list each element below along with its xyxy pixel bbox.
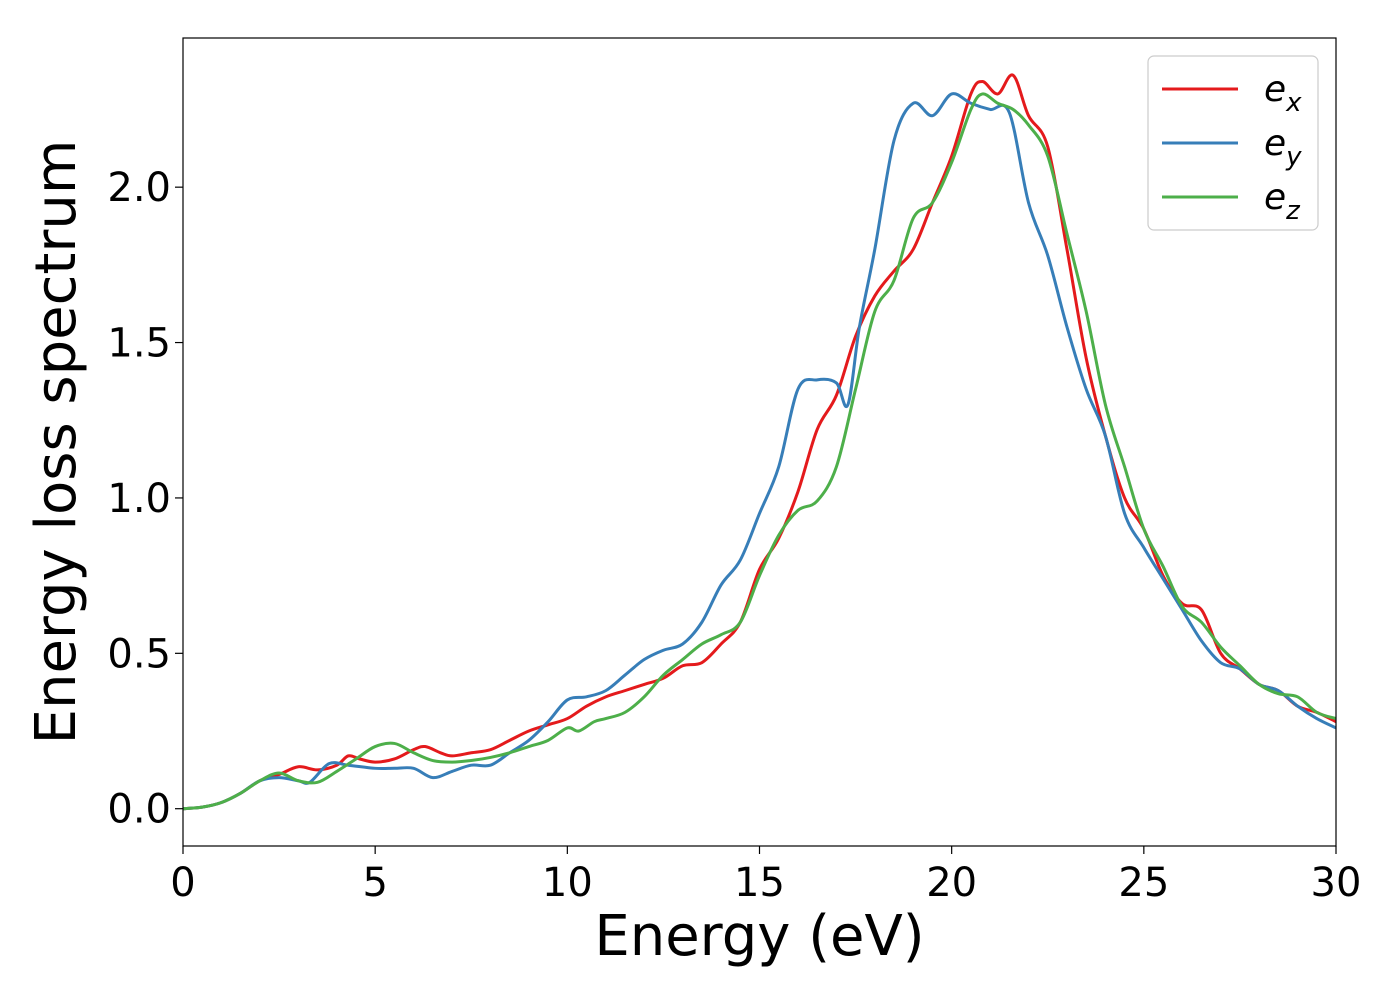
y-tick-label: 1.0 [107,476,171,522]
y-tick-label: 0.5 [107,631,171,677]
y-tick-label: 1.5 [107,321,171,367]
y-tick-label: 2.0 [107,165,171,211]
x-tick-label: 30 [1311,860,1362,906]
x-tick-label: 15 [734,860,785,906]
x-tick-label: 0 [170,860,195,906]
y-axis-ticks: 0.0 0.5 1.0 1.5 2.0 [107,165,183,833]
legend: ex ey ez [1147,55,1319,231]
x-tick-label: 20 [926,860,977,906]
series-line-ey [183,92,1336,811]
y-axis-title: Energy loss spectrum [24,140,89,745]
x-axis-ticks: 0 5 10 15 20 25 30 [170,846,1361,906]
x-axis-title: Energy (eV) [594,904,924,969]
series-line-ex [183,73,1336,811]
legend-label-ey: ey [1264,123,1302,172]
series-layer [183,73,1336,811]
x-tick-label: 25 [1118,860,1169,906]
series-line-ez [183,92,1336,811]
legend-label-ez: ez [1264,177,1301,226]
x-tick-label: 10 [542,860,593,906]
x-tick-label: 5 [362,860,387,906]
legend-label-ex: ex [1264,69,1302,118]
y-tick-label: 0.0 [107,787,171,833]
